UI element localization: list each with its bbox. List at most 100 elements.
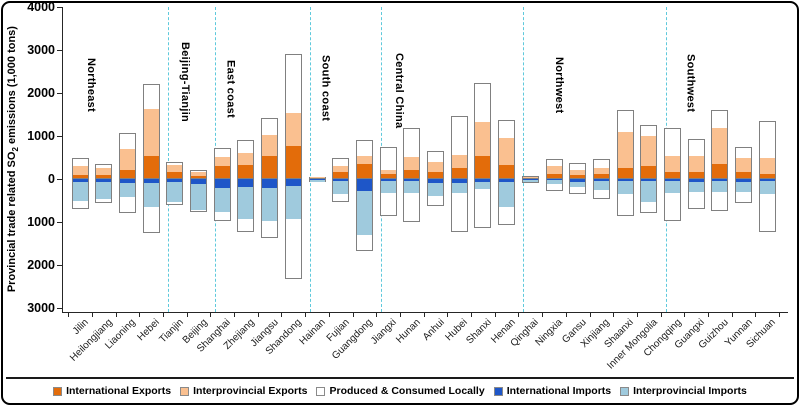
segment-international-exports xyxy=(380,174,396,178)
y-tick-label: 2000 xyxy=(27,86,55,100)
bar-jiangsu-imports xyxy=(261,178,279,238)
segment-interprovincial-imports xyxy=(712,181,728,193)
legend-item-interprovincial-exports: Interprovincial Exports xyxy=(180,385,307,397)
region-separator xyxy=(523,7,525,312)
legend-swatch-icon xyxy=(180,386,190,396)
bar-shandong-imports xyxy=(284,178,302,279)
segment-interprovincial-exports xyxy=(499,138,515,165)
segment-interprovincial-exports xyxy=(641,135,657,166)
x-tick-mark xyxy=(542,313,544,317)
bar-hunan-imports xyxy=(403,178,421,222)
bar-sichuan-exports xyxy=(758,120,776,179)
segment-interprovincial-exports xyxy=(380,169,396,175)
segment-international-imports xyxy=(167,179,183,182)
segment-international-exports xyxy=(428,171,443,178)
segment-international-imports xyxy=(593,179,609,181)
y-tick-mark xyxy=(57,136,62,137)
x-tick-mark xyxy=(281,313,283,317)
segment-international-imports xyxy=(546,179,562,181)
segment-interprovincial-imports xyxy=(475,182,491,189)
segment-interprovincial-imports xyxy=(451,183,467,193)
segment-interprovincial-exports xyxy=(238,153,254,166)
bar-ningxia-imports xyxy=(545,178,563,191)
x-tick-mark xyxy=(186,313,188,317)
segment-interprovincial-exports xyxy=(143,109,159,157)
segment-interprovincial-exports xyxy=(356,156,372,165)
bar-zhejiang-imports xyxy=(237,178,255,233)
x-tick-mark xyxy=(684,313,686,317)
segment-international-imports xyxy=(736,179,752,183)
x-tick-mark xyxy=(210,313,212,317)
legend-swatch-icon xyxy=(620,386,630,396)
legend-label: Interprovincial Exports xyxy=(193,385,308,397)
y-tick-label: 0 xyxy=(48,172,55,186)
region-separator xyxy=(167,7,169,312)
segment-interprovincial-exports xyxy=(285,113,301,146)
legend-item-international-exports: International Exports xyxy=(53,385,171,397)
segment-international-imports xyxy=(96,179,112,182)
region-label-central-china: Central China xyxy=(392,53,405,129)
bar-henan-imports xyxy=(498,178,516,225)
segment-international-imports xyxy=(451,179,467,184)
segment-international-exports xyxy=(641,165,657,178)
y-tick-label: 1000 xyxy=(27,215,55,229)
segment-international-imports xyxy=(119,179,135,183)
segment-international-imports xyxy=(143,179,159,183)
bar-guangxi-imports xyxy=(687,178,705,209)
legend-swatch-icon xyxy=(53,386,63,396)
x-tick-mark xyxy=(447,313,449,317)
x-tick-mark xyxy=(565,313,567,317)
segment-interprovincial-imports xyxy=(96,181,112,199)
bar-shaanxi-imports xyxy=(616,178,634,217)
y-axis-title-subscript: 2 xyxy=(11,147,21,152)
y-tick-label: 3000 xyxy=(27,43,55,57)
bar-fujian-imports xyxy=(332,178,350,202)
segment-interprovincial-exports xyxy=(428,161,443,172)
bar-zhejiang-exports xyxy=(237,140,255,179)
region-label-northwest: Northwest xyxy=(552,57,565,114)
bar-beijing-imports xyxy=(190,178,207,213)
bar-chongqing-imports xyxy=(664,178,681,221)
segment-interprovincial-exports xyxy=(688,156,704,172)
segment-interprovincial-imports xyxy=(759,181,775,194)
region-label-beijing-tianjin: Beijing-Tianjin xyxy=(178,42,191,123)
bar-shaanxi-exports xyxy=(616,109,634,179)
segment-international-exports xyxy=(475,156,491,178)
bar-jilin-exports xyxy=(71,158,89,179)
segment-interprovincial-exports xyxy=(404,156,420,171)
x-tick-mark xyxy=(779,313,781,317)
legend-label: International Exports xyxy=(66,385,172,397)
x-tick-mark xyxy=(376,313,378,317)
bar-jilin-imports xyxy=(71,178,89,210)
segment-interprovincial-exports xyxy=(546,165,562,174)
x-tick-mark xyxy=(257,313,259,317)
bar-ningxia-exports xyxy=(545,159,563,179)
legend: International Exports Interprovincial Exp… xyxy=(10,382,790,400)
x-tick-mark xyxy=(518,313,520,317)
x-tick-mark xyxy=(660,313,662,317)
segment-interprovincial-imports xyxy=(570,181,586,187)
bar-hubei-imports xyxy=(450,178,468,232)
bar-guizhou-imports xyxy=(711,178,729,211)
segment-international-exports xyxy=(593,173,609,178)
legend-item-produced-consumed-locally: Produced & Consumed Locally xyxy=(316,385,485,397)
segment-international-exports xyxy=(214,165,230,178)
region-separator xyxy=(310,7,312,312)
segment-international-exports xyxy=(688,171,704,178)
segment-interprovincial-imports xyxy=(309,179,325,182)
segment-international-exports xyxy=(238,165,254,178)
segment-interprovincial-exports xyxy=(475,122,491,157)
bar-henan-exports xyxy=(498,120,516,179)
bar-gansu-imports xyxy=(569,178,587,195)
segment-international-exports xyxy=(119,169,135,178)
segment-interprovincial-imports xyxy=(688,182,704,193)
segment-interprovincial-imports xyxy=(593,180,609,190)
segment-interprovincial-exports xyxy=(570,170,586,175)
segment-interprovincial-imports xyxy=(404,180,420,193)
bar-hebei-imports xyxy=(142,178,160,234)
bar-chongqing-exports xyxy=(664,128,681,179)
segment-international-imports xyxy=(72,179,88,182)
y-tick-mark xyxy=(57,265,62,266)
legend-divider xyxy=(6,377,794,379)
segment-international-imports xyxy=(665,179,680,182)
